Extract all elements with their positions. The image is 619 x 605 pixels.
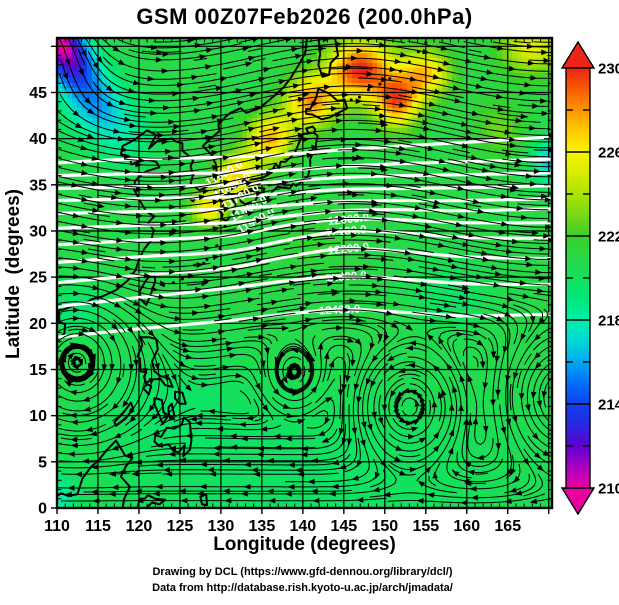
wind-streamlines xyxy=(57,38,552,506)
y-tick-label: 45 xyxy=(29,85,47,102)
island-dot xyxy=(218,247,222,251)
coastline xyxy=(113,401,135,427)
coastline xyxy=(199,493,208,507)
island-dot xyxy=(366,88,370,92)
x-tick-label: 145 xyxy=(330,518,357,535)
island-dot xyxy=(357,95,361,99)
y-tick-label: 0 xyxy=(38,501,47,518)
colorbar-tick-label: 210 xyxy=(598,481,619,498)
y-tick-label: 15 xyxy=(29,362,47,379)
y-tick-label: 40 xyxy=(29,131,47,148)
credit-line-2: Data from http://database.rish.kyoto-u.a… xyxy=(152,582,453,594)
colorbar: 230 226 222 218 214 210 xyxy=(560,40,619,516)
y-axis-title: Latitude (degrees) xyxy=(3,189,24,359)
height-contour-12300 xyxy=(57,274,552,309)
height-contour-11700 xyxy=(57,184,552,203)
y-tick-label: 20 xyxy=(29,316,47,333)
island-dot xyxy=(388,77,392,81)
contour-label: 12000.0 xyxy=(327,212,370,228)
coastline xyxy=(57,321,67,340)
height-contour-12100 xyxy=(57,229,552,264)
plot-frame xyxy=(55,36,554,510)
figure-title: GSM 00Z07Feb2026 (200.0hPa) xyxy=(136,4,473,29)
credit-line-1: Drawing by DCL (https://www.gfd-dennou.o… xyxy=(152,566,453,578)
x-tick-label: 125 xyxy=(167,518,194,535)
height-contour-12400 xyxy=(57,307,552,339)
x-tick-label: 160 xyxy=(453,518,480,535)
x-tick-labels: 110 115 120 125 130 135 140 145 150 155 160 165 xyxy=(44,518,521,535)
island-dot xyxy=(378,82,382,86)
colorbar-arrow-bottom xyxy=(560,487,596,516)
colorbar-tick-label: 218 xyxy=(598,313,619,330)
island-dot xyxy=(407,60,411,64)
x-tick-label: 140 xyxy=(290,518,317,535)
x-tick-label: 110 xyxy=(44,518,70,535)
contour-label: 12200.0 xyxy=(327,241,370,257)
colorbar-tick-label: 230 xyxy=(598,61,619,78)
height-contour-12000 xyxy=(57,217,552,247)
x-tick-label: 165 xyxy=(494,518,521,535)
y-tick-label: 5 xyxy=(38,454,47,471)
coastline xyxy=(136,336,174,388)
colorbar-tick-label: 214 xyxy=(598,397,619,414)
y-tick-labels: 0 5 10 15 20 25 30 35 40 45 xyxy=(29,85,47,518)
y-tick-label: 25 xyxy=(29,270,47,287)
x-tick-label: 155 xyxy=(412,518,439,535)
axis-ticks xyxy=(51,38,552,514)
x-tick-label: 135 xyxy=(249,518,276,535)
colorbar-tick-label: 222 xyxy=(598,229,619,246)
x-tick-label: 115 xyxy=(85,518,111,535)
colorbar-tick-label: 226 xyxy=(598,145,619,162)
coastline xyxy=(305,87,349,121)
x-tick-label: 120 xyxy=(126,518,153,535)
y-tick-label: 30 xyxy=(29,223,47,240)
x-tick-label: 130 xyxy=(208,518,235,535)
y-tick-label: 35 xyxy=(29,177,47,194)
island-dot xyxy=(205,258,209,262)
colorbar-arrow-top xyxy=(560,40,596,69)
coastline xyxy=(227,125,319,200)
x-axis-title: Longitude (degrees) xyxy=(213,534,396,555)
x-tick-label: 150 xyxy=(371,518,398,535)
island-dot xyxy=(180,277,184,281)
y-tick-label: 10 xyxy=(29,408,47,425)
coastline xyxy=(174,390,187,405)
